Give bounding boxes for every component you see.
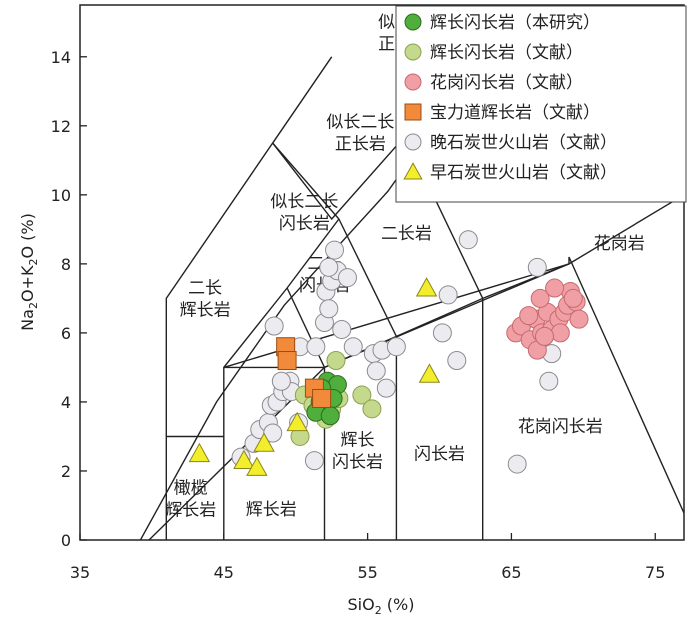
y-tick-label: 10	[51, 186, 71, 205]
field-label: 二长	[188, 278, 222, 298]
legend-marker	[404, 73, 422, 91]
data-point	[362, 399, 382, 419]
data-point	[271, 371, 291, 391]
field-boundary-line	[223, 218, 340, 437]
data-point	[376, 378, 396, 398]
x-tick-label: 65	[501, 563, 521, 582]
axis-ticks: 35 45 55 65 75 0 2 4 6 8 10 12 14	[51, 48, 666, 582]
data-point	[253, 432, 275, 452]
data-points	[188, 230, 589, 476]
field-label: 正长岩	[335, 135, 386, 155]
field-label: 辉长岩	[246, 500, 297, 520]
field-label: 似长二长	[270, 192, 338, 212]
data-point	[530, 288, 550, 308]
field-label: 二长岩	[381, 224, 432, 244]
x-tick-label: 55	[357, 563, 377, 582]
legend-box	[395, 5, 687, 203]
legend-label: 宝力道辉长岩（文献）	[430, 103, 600, 123]
data-point	[325, 240, 345, 260]
x-tick-label: 35	[70, 563, 90, 582]
field-label: 辉长	[341, 430, 375, 450]
data-point	[304, 451, 324, 471]
data-point	[432, 323, 452, 343]
data-point	[246, 456, 268, 476]
data-point	[545, 278, 565, 298]
data-point	[550, 323, 570, 343]
data-point	[527, 257, 547, 277]
data-point	[343, 337, 363, 357]
y-tick-label: 6	[61, 324, 71, 343]
legend-marker	[404, 43, 422, 61]
field-label: 闪长岩	[332, 452, 383, 472]
data-point	[352, 385, 372, 405]
legend-label: 晚石炭世火山岩（文献）	[430, 133, 617, 153]
field-boundary-line	[568, 194, 684, 265]
field-label: 似长二长	[326, 113, 394, 133]
field-label: 花岗岩	[594, 234, 645, 254]
plot-frame	[79, 4, 685, 541]
field-label: 花岗闪长岩	[518, 417, 603, 437]
field-label: 橄榄	[174, 479, 208, 499]
field-label: 辉长岩	[165, 501, 216, 521]
legend: 辉长闪长岩（本研究） 辉长闪长岩（文献） 花岗闪长岩（文献） 宝力道辉长岩（文献） 晚石…	[395, 5, 687, 203]
data-point	[366, 361, 386, 381]
data-point	[535, 326, 555, 346]
data-point	[418, 363, 441, 383]
field-boundary-line	[272, 142, 340, 220]
data-point	[332, 319, 352, 339]
y-tick-label: 8	[61, 255, 71, 274]
data-point	[519, 306, 539, 326]
legend-label: 辉长闪长岩（文献）	[430, 43, 583, 63]
field-label: 闪长岩	[414, 445, 465, 465]
data-point	[438, 285, 458, 305]
data-point	[319, 257, 339, 277]
data-point	[312, 388, 332, 408]
legend-marker	[404, 133, 422, 151]
data-point	[320, 406, 340, 426]
data-point	[563, 288, 583, 308]
data-point	[447, 351, 467, 371]
data-point	[306, 337, 326, 357]
data-point	[415, 277, 438, 297]
data-point	[458, 230, 478, 250]
data-point	[569, 309, 589, 329]
data-point	[188, 442, 211, 463]
x-axis-label: SiO2 (%)	[348, 595, 415, 617]
data-point	[277, 351, 297, 371]
legend-label: 早石炭世火山岩（文献）	[430, 163, 617, 183]
field-boundary-line	[165, 435, 225, 540]
data-point	[386, 337, 406, 357]
data-point	[337, 268, 357, 288]
legend-marker	[404, 13, 422, 31]
field-label: 辉长岩	[180, 300, 231, 320]
y-tick-label: 0	[61, 531, 71, 550]
data-point	[539, 371, 559, 391]
y-axis-label: Na2O+K2O (%)	[18, 213, 40, 331]
legend-label: 花岗闪长岩（文献）	[430, 73, 583, 93]
data-point	[263, 423, 283, 443]
data-point	[286, 411, 308, 432]
field-label: 闪长岩	[279, 214, 330, 234]
data-point	[264, 316, 284, 336]
legend-marker	[404, 103, 422, 121]
y-tick-label: 12	[51, 117, 71, 136]
y-tick-label: 4	[61, 393, 71, 412]
data-point	[326, 351, 346, 371]
legend-marker	[403, 162, 423, 180]
field-boundary-line	[482, 256, 684, 515]
x-tick-label: 75	[645, 563, 665, 582]
data-point	[319, 299, 339, 319]
data-point	[507, 454, 527, 474]
data-point	[233, 449, 255, 470]
legend-label: 辉长闪长岩（本研究）	[430, 13, 600, 33]
y-tick-label: 2	[61, 462, 71, 481]
field-boundary-line	[338, 218, 398, 337]
y-tick-label: 14	[51, 48, 71, 67]
x-tick-label: 45	[214, 563, 234, 582]
